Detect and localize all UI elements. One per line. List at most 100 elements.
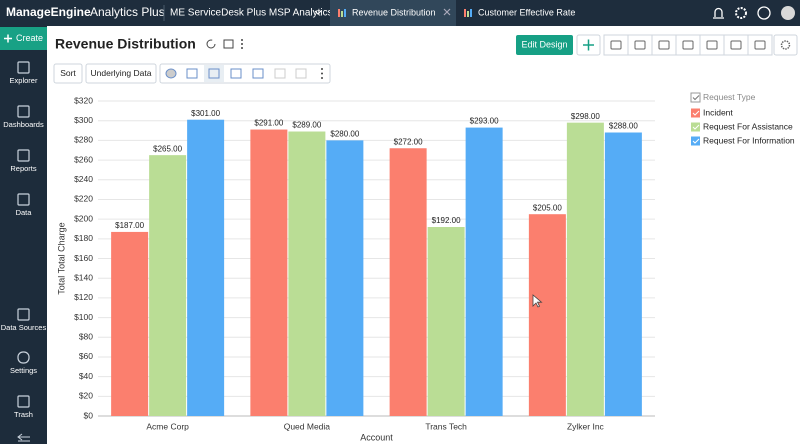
y-tick-label: $180 xyxy=(74,233,93,243)
workspace[interactable]: ME ServiceDesk Plus MSP Analytics xyxy=(170,8,333,19)
sidebar-item[interactable]: Data xyxy=(16,208,33,217)
legend-check xyxy=(692,124,700,130)
tab-close[interactable] xyxy=(443,8,451,16)
tool-button[interactable] xyxy=(773,34,798,56)
save-icon[interactable] xyxy=(223,39,234,49)
chart-type-icon[interactable] xyxy=(274,68,286,79)
plus-icon xyxy=(4,34,12,43)
y-tick-label: $260 xyxy=(74,154,93,164)
chart-type-active xyxy=(204,65,224,82)
tool-icon xyxy=(706,40,718,50)
bar xyxy=(604,132,642,416)
bar xyxy=(566,122,604,416)
sort-label[interactable]: Sort xyxy=(60,68,76,78)
x-tick-label: Trans Tech xyxy=(425,421,467,431)
tab-label[interactable]: Customer Effective Rate xyxy=(478,7,575,17)
active-tab[interactable] xyxy=(330,0,456,26)
product: Analytics Plus xyxy=(90,5,165,19)
help-icon[interactable] xyxy=(757,6,771,20)
y-axis-title: Total Total Charge xyxy=(56,222,66,294)
sort-button[interactable] xyxy=(53,63,83,84)
legend-label[interactable]: Request For Information xyxy=(703,135,795,145)
sidebar-item[interactable]: Dashboards xyxy=(3,120,44,129)
chart-type-icon[interactable] xyxy=(295,68,307,79)
legend-label[interactable]: Incident xyxy=(703,107,733,117)
y-tick-label: $60 xyxy=(79,351,93,361)
underlying-label[interactable]: Underlying Data xyxy=(91,68,152,78)
bar xyxy=(187,119,225,416)
sidebar-item[interactable]: Settings xyxy=(10,366,37,375)
more-dot xyxy=(241,47,243,49)
chart-type-icon[interactable] xyxy=(186,68,198,79)
y-tick-label: $0 xyxy=(84,410,94,420)
tab-icon xyxy=(470,9,472,17)
y-tick-label: $160 xyxy=(74,253,93,263)
tab-icon xyxy=(467,11,469,17)
refresh-icon[interactable] xyxy=(206,39,216,49)
tool-button[interactable] xyxy=(747,34,773,56)
create-label[interactable]: Create xyxy=(16,33,43,43)
legend-swatch[interactable] xyxy=(691,108,700,118)
x-tick-label: Qued Media xyxy=(284,421,331,431)
more-dot xyxy=(321,72,323,75)
legend-swatch[interactable] xyxy=(691,122,700,132)
legend-label[interactable]: Request For Assistance xyxy=(703,121,793,131)
legend-swatch[interactable] xyxy=(691,136,700,146)
cursor xyxy=(532,294,543,308)
value-label: $205.00 xyxy=(533,203,562,212)
sidebar-item[interactable]: Explorer xyxy=(10,76,38,85)
sidebar-icon xyxy=(17,149,30,162)
y-tick-label: $300 xyxy=(74,115,93,125)
value-label: $272.00 xyxy=(394,137,423,146)
collapse-icon[interactable] xyxy=(17,433,30,442)
tool-button[interactable] xyxy=(723,34,749,56)
sidebar-item[interactable]: Reports xyxy=(10,164,37,173)
tab-label[interactable]: Revenue Distribution xyxy=(352,7,436,17)
tool-button[interactable] xyxy=(699,34,725,56)
value-label: $187.00 xyxy=(115,221,144,230)
avatar[interactable] xyxy=(781,6,795,20)
sidebar-icon xyxy=(17,105,30,118)
sidebar-item[interactable]: Trash xyxy=(14,410,33,419)
value-label: $280.00 xyxy=(330,129,359,138)
chart-type-icon[interactable] xyxy=(165,68,177,79)
create-button[interactable] xyxy=(0,27,47,50)
tool-button[interactable] xyxy=(627,34,653,56)
y-tick-label: $20 xyxy=(79,391,93,401)
x-axis-title: Account xyxy=(360,432,393,442)
tool-button[interactable] xyxy=(675,34,701,56)
tab-icon xyxy=(464,9,466,17)
chart-type-icon[interactable] xyxy=(208,68,220,79)
value-label: $265.00 xyxy=(153,144,182,153)
x-tick-label: Zylker Inc xyxy=(567,421,605,431)
sidebar-icon xyxy=(17,61,30,74)
chart-type-bar xyxy=(159,63,331,84)
y-tick-label: $100 xyxy=(74,312,93,322)
sidebar-item[interactable]: Data Sources xyxy=(1,323,47,332)
value-label: $293.00 xyxy=(470,117,499,126)
plus-icon xyxy=(583,39,594,51)
tool-button[interactable] xyxy=(603,34,629,56)
bar xyxy=(528,214,566,416)
tool-icon xyxy=(634,40,646,50)
sidebar-icon xyxy=(17,193,30,206)
settings-icon xyxy=(780,40,791,50)
chart-type-icon[interactable] xyxy=(230,68,242,79)
value-label: $288.00 xyxy=(609,122,638,131)
bell-icon[interactable] xyxy=(713,7,724,19)
value-label: $291.00 xyxy=(254,119,283,128)
legend-check xyxy=(692,110,700,116)
edit-button[interactable] xyxy=(516,35,573,55)
tool-button[interactable] xyxy=(651,34,677,56)
tool-icon xyxy=(730,40,742,50)
value-label: $298.00 xyxy=(571,112,600,121)
edit-label[interactable]: Edit Design xyxy=(521,39,567,49)
chart-type-icon[interactable] xyxy=(252,68,264,79)
settings-icon[interactable] xyxy=(735,7,747,19)
value-label: $289.00 xyxy=(292,121,321,130)
value-label: $192.00 xyxy=(432,216,461,225)
underlying-button[interactable] xyxy=(85,63,157,84)
y-tick-label: $320 xyxy=(74,95,93,105)
